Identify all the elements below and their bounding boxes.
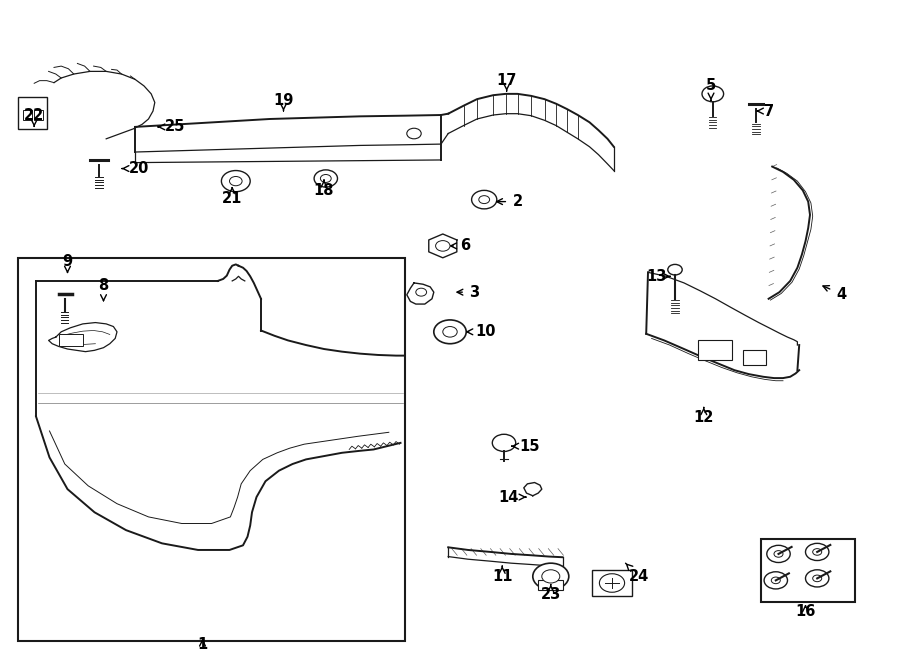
Text: 14: 14 bbox=[499, 490, 526, 504]
Circle shape bbox=[221, 171, 250, 192]
Circle shape bbox=[416, 288, 427, 296]
Text: 9: 9 bbox=[62, 254, 73, 272]
Text: 7: 7 bbox=[757, 104, 775, 118]
Circle shape bbox=[771, 577, 780, 584]
Text: 5: 5 bbox=[706, 79, 716, 100]
Bar bbox=[59, 334, 83, 346]
Circle shape bbox=[479, 196, 490, 204]
Circle shape bbox=[533, 563, 569, 590]
Circle shape bbox=[813, 549, 822, 555]
Text: 11: 11 bbox=[492, 566, 512, 584]
Text: 3: 3 bbox=[457, 285, 480, 299]
Circle shape bbox=[813, 575, 822, 582]
Circle shape bbox=[436, 241, 450, 251]
Text: 13: 13 bbox=[647, 269, 670, 284]
Circle shape bbox=[407, 128, 421, 139]
Bar bbox=[698, 340, 732, 360]
Circle shape bbox=[472, 190, 497, 209]
Text: 10: 10 bbox=[467, 325, 496, 339]
Text: 15: 15 bbox=[512, 439, 539, 453]
Text: 19: 19 bbox=[274, 93, 293, 111]
Text: 21: 21 bbox=[222, 188, 242, 206]
Circle shape bbox=[806, 543, 829, 561]
Bar bbox=[592, 570, 632, 596]
Text: 12: 12 bbox=[694, 407, 714, 425]
Text: 25: 25 bbox=[158, 120, 185, 134]
Circle shape bbox=[314, 170, 338, 187]
Bar bbox=[34, 110, 43, 120]
Text: 6: 6 bbox=[451, 239, 471, 253]
Text: 1: 1 bbox=[197, 637, 208, 652]
Circle shape bbox=[230, 176, 242, 186]
Circle shape bbox=[702, 86, 724, 102]
Bar bbox=[742, 350, 766, 365]
Circle shape bbox=[668, 264, 682, 275]
Text: 24: 24 bbox=[626, 563, 649, 584]
Circle shape bbox=[434, 320, 466, 344]
Circle shape bbox=[774, 551, 783, 557]
Text: 8: 8 bbox=[98, 278, 109, 301]
Circle shape bbox=[806, 570, 829, 587]
Text: 23: 23 bbox=[541, 584, 561, 602]
Circle shape bbox=[492, 434, 516, 451]
Text: 20: 20 bbox=[122, 161, 149, 176]
Text: 2: 2 bbox=[497, 194, 523, 209]
Circle shape bbox=[599, 574, 625, 592]
Circle shape bbox=[764, 572, 788, 589]
Circle shape bbox=[767, 545, 790, 563]
Bar bbox=[18, 258, 405, 641]
Text: 4: 4 bbox=[823, 286, 847, 301]
Bar bbox=[22, 110, 32, 120]
Text: 17: 17 bbox=[497, 73, 517, 91]
Bar bbox=[760, 539, 855, 602]
Text: 16: 16 bbox=[796, 604, 815, 619]
Circle shape bbox=[320, 175, 331, 182]
Text: 22: 22 bbox=[24, 108, 44, 126]
Text: 18: 18 bbox=[314, 180, 334, 198]
Circle shape bbox=[443, 327, 457, 337]
Bar bbox=[538, 580, 563, 590]
Circle shape bbox=[542, 570, 560, 583]
Bar bbox=[18, 97, 47, 129]
